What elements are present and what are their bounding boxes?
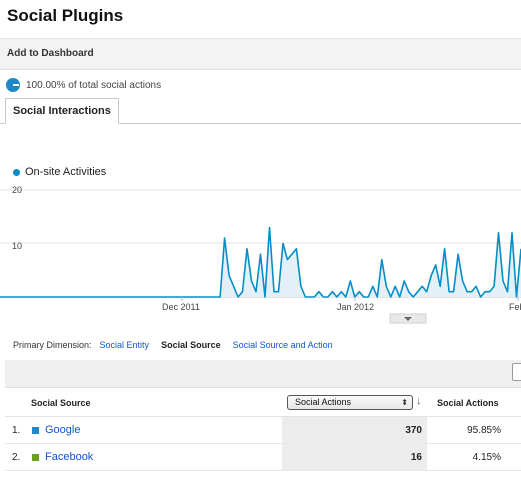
- series-line: [0, 226, 521, 298]
- col-header-actions[interactable]: Social Actions: [437, 398, 499, 408]
- summary-text: 100.00% of total social actions: [26, 79, 162, 91]
- select-arrows-icon: ⬍: [401, 398, 408, 407]
- row-color-swatch: [32, 454, 39, 461]
- metric-select[interactable]: Social Actions ⬍: [287, 395, 413, 410]
- table-toolbar: [5, 360, 521, 388]
- dimension-social-entity[interactable]: Social Entity: [99, 340, 150, 350]
- activity-chart: 20 10 Dec 2011 Jan 2012 Feb: [0, 185, 521, 324]
- table-row: 1. Google 370 95.85%: [5, 417, 521, 444]
- summary: 100.00% of total social actions: [6, 77, 161, 93]
- dimension-social-source-action[interactable]: Social Source and Action: [232, 340, 333, 350]
- row-index: 2.: [12, 452, 21, 463]
- y-tick-label: 20: [12, 185, 22, 195]
- row-highlight: [282, 444, 427, 470]
- x-tick-label: Dec 2011: [162, 302, 200, 312]
- chevron-down-icon: [404, 317, 412, 321]
- dashboard-bar: Add to Dashboard: [0, 38, 521, 70]
- row-index: 1.: [12, 425, 21, 436]
- row-value: 16: [410, 452, 422, 463]
- row-source-link[interactable]: Facebook: [45, 451, 94, 463]
- row-color-swatch: [32, 427, 39, 434]
- legend-dot-icon: [13, 168, 20, 176]
- table-header: Social Source Social Actions ⬍ ↓ Social …: [5, 389, 521, 417]
- sort-down-icon[interactable]: ↓: [416, 395, 422, 407]
- add-to-dashboard-button[interactable]: Add to Dashboard: [7, 48, 94, 59]
- series-area: [0, 227, 521, 297]
- row-highlight: [282, 417, 427, 443]
- row-percent: 4.15%: [472, 452, 501, 463]
- primary-dimension-row: Primary Dimension: Social Entity Social …: [13, 340, 345, 350]
- legend-label: On-site Activities: [25, 166, 107, 178]
- chart-legend: On-site Activities: [13, 166, 106, 178]
- col-header-source[interactable]: Social Source: [31, 398, 91, 408]
- x-tick-label: Jan 2012: [337, 302, 374, 312]
- x-tick-label: Feb: [509, 302, 521, 312]
- primary-dimension-label: Primary Dimension:: [13, 340, 92, 350]
- row-percent: 95.85%: [467, 425, 501, 436]
- dimension-social-source[interactable]: Social Source: [161, 340, 221, 350]
- metric-select-value: Social Actions: [295, 397, 352, 407]
- row-source-link[interactable]: Google: [45, 424, 81, 436]
- tab-strip: Social Interactions: [0, 98, 521, 124]
- tab-social-interactions[interactable]: Social Interactions: [5, 98, 119, 124]
- search-box[interactable]: [512, 363, 521, 381]
- row-value: 370: [405, 425, 422, 436]
- data-table: Social Source Social Actions ⬍ ↓ Social …: [5, 389, 521, 471]
- page-title: Social Plugins: [7, 6, 124, 25]
- y-tick-label: 10: [12, 241, 22, 251]
- pie-chart-icon: [6, 78, 20, 92]
- table-row: 2. Facebook 16 4.15%: [5, 444, 521, 471]
